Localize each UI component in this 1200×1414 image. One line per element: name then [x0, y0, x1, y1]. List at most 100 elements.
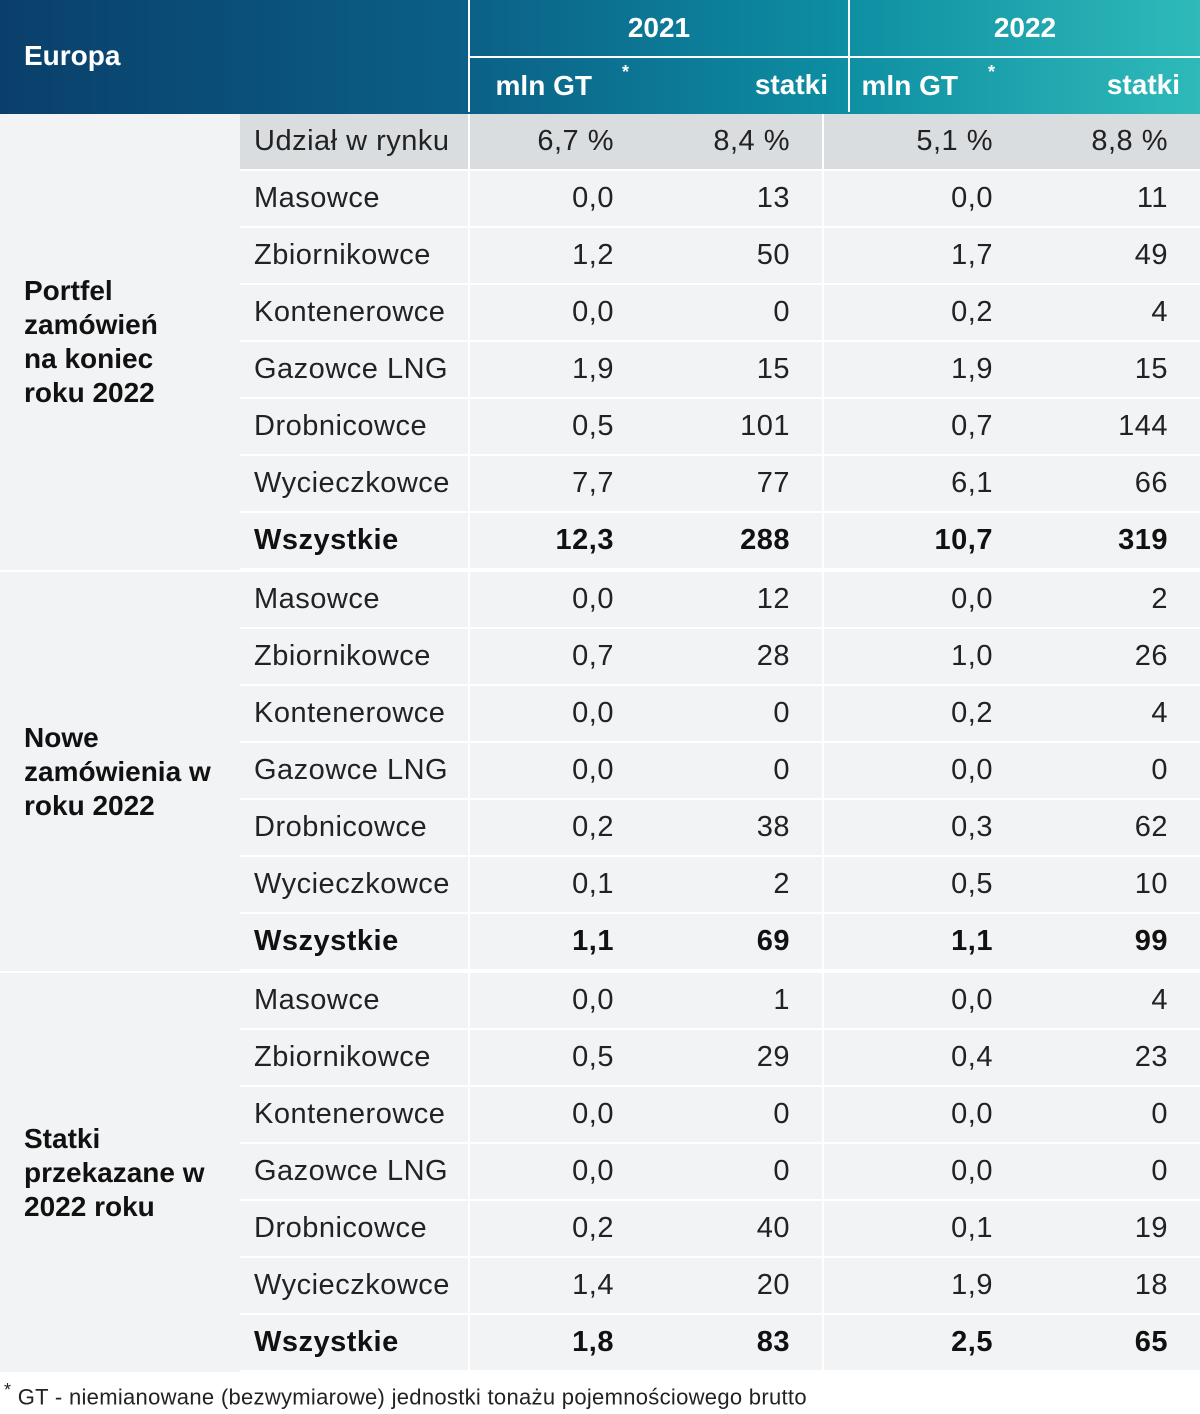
gt-2022-cell: 10,7: [824, 513, 1025, 568]
ships-2022-cell: 26: [1025, 629, 1200, 684]
row-label: Gazowce LNG: [240, 1144, 468, 1199]
column-divider: [468, 285, 470, 340]
table-row: Kontenerowce 0,0 0 0,2 4: [240, 686, 1200, 743]
market-share-row: Udział w rynku 6,7 % 8,4 % 5,1 % 8,8 %: [240, 114, 1200, 171]
ships-2021-cell: 8,4 %: [646, 114, 822, 169]
ships-2021-cell: 40: [646, 1201, 822, 1256]
column-divider: [468, 456, 470, 511]
row-label: Drobnicowce: [240, 1201, 468, 1256]
table-row: Kontenerowce 0,0 0 0,2 4: [240, 285, 1200, 342]
row-label: Wycieczkowce: [240, 857, 468, 912]
column-divider: [468, 914, 470, 969]
ships-2021-cell: 288: [646, 513, 822, 568]
section-label: Portfel zamówień na koniec roku 2022: [0, 114, 240, 570]
ships-2022-cell: 15: [1025, 342, 1200, 397]
gt-2022-cell: 0,1: [824, 1201, 1025, 1256]
column-divider: [468, 1315, 470, 1370]
total-row: Wszystkie 1,1 69 1,1 99: [240, 914, 1200, 971]
ships-2021-cell: 69: [646, 914, 822, 969]
column-divider: [468, 1144, 470, 1199]
table-header: Europa 2021 mln GT * statki 2022 mln GT * …: [0, 0, 1200, 114]
gt-2021-cell: 0,1: [470, 857, 646, 912]
table-row: Gazowce LNG 0,0 0 0,0 0: [240, 743, 1200, 800]
column-divider: [822, 456, 824, 511]
row-label: Zbiornikowce: [240, 1030, 468, 1085]
row-label: Zbiornikowce: [240, 228, 468, 283]
row-label: Wycieczkowce: [240, 456, 468, 511]
year-heading-2022: 2022: [993, 12, 1057, 43]
gt-2021-cell: 0,0: [470, 686, 646, 741]
col-gt-heading: mln GT *: [861, 62, 995, 101]
ships-2021-cell: 15: [646, 342, 822, 397]
table-row: Masowce 0,0 12 0,0 2: [240, 572, 1200, 629]
ships-2022-cell: 319: [1025, 513, 1200, 568]
table-row: Kontenerowce 0,0 0 0,0 0: [240, 1087, 1200, 1144]
gt-2021-cell: 0,0: [470, 572, 646, 627]
gt-2021-cell: 0,2: [470, 800, 646, 855]
column-divider: [822, 743, 824, 798]
header-divider: [848, 0, 850, 112]
gt-2022-cell: 1,7: [824, 228, 1025, 283]
row-label: Masowce: [240, 572, 468, 627]
gt-2021-cell: 7,7: [470, 456, 646, 511]
table-section: Statki przekazane w 2022 roku Masowce 0,0 1…: [0, 973, 1200, 1372]
section-label-text: Nowe zamówienia w roku 2022: [24, 721, 211, 821]
table-row: Drobnicowce 0,5 101 0,7 144: [240, 399, 1200, 456]
table-row: Drobnicowce 0,2 38 0,3 62: [240, 800, 1200, 857]
ships-2021-cell: 83: [646, 1315, 822, 1370]
section-divider: [0, 570, 1200, 572]
column-divider: [822, 228, 824, 283]
table-row: Wycieczkowce 1,4 20 1,9 18: [240, 1258, 1200, 1315]
column-divider: [468, 228, 470, 283]
row-label: Masowce: [240, 973, 468, 1028]
row-label: Masowce: [240, 171, 468, 226]
column-divider: [822, 572, 824, 627]
ships-2022-cell: 49: [1025, 228, 1200, 283]
column-divider: [822, 914, 824, 969]
row-label: Wycieczkowce: [240, 1258, 468, 1313]
table-row: Gazowce LNG 1,9 15 1,9 15: [240, 342, 1200, 399]
ships-2021-cell: 0: [646, 743, 822, 798]
gt-2022-cell: 1,9: [824, 1258, 1025, 1313]
section-rows: Udział w rynku 6,7 % 8,4 % 5,1 % 8,8 % Masowc…: [240, 114, 1200, 570]
gt-2021-cell: 1,2: [470, 228, 646, 283]
gt-2022-cell: 1,9: [824, 342, 1025, 397]
row-label: Kontenerowce: [240, 285, 468, 340]
table-row: Wycieczkowce 7,7 77 6,1 66: [240, 456, 1200, 513]
section-label: Statki przekazane w 2022 roku: [0, 973, 240, 1372]
gt-2022-cell: 0,0: [824, 572, 1025, 627]
column-divider: [822, 1087, 824, 1142]
col-gt-heading: mln GT *: [495, 62, 629, 101]
gt-2021-cell: 12,3: [470, 513, 646, 568]
ships-2021-cell: 77: [646, 456, 822, 511]
column-divider: [822, 399, 824, 454]
ships-2022-cell: 0: [1025, 743, 1200, 798]
gt-2022-cell: 0,0: [824, 171, 1025, 226]
row-label: Kontenerowce: [240, 686, 468, 741]
table-header-grid: Europa 2021 mln GT * statki 2022 mln GT * …: [0, 0, 1200, 114]
table-row: Wycieczkowce 0,1 2 0,5 10: [240, 857, 1200, 914]
gt-2021-cell: 6,7 %: [470, 114, 646, 169]
ships-2021-cell: 101: [646, 399, 822, 454]
ships-2021-cell: 0: [646, 686, 822, 741]
column-divider: [822, 285, 824, 340]
table-row: Zbiornikowce 1,2 50 1,7 49: [240, 228, 1200, 285]
gt-2021-cell: 0,2: [470, 1201, 646, 1256]
column-divider: [822, 114, 824, 169]
gt-2022-cell: 0,5: [824, 857, 1025, 912]
table-section: Nowe zamówienia w roku 2022 Masowce 0,0 12 0…: [0, 572, 1200, 971]
table-section: Portfel zamówień na koniec roku 2022 Udzi…: [0, 114, 1200, 570]
header-divider: [470, 56, 848, 58]
column-divider: [468, 800, 470, 855]
column-divider: [468, 342, 470, 397]
row-label: Udział w rynku: [240, 114, 468, 169]
table-row: Masowce 0,0 13 0,0 11: [240, 171, 1200, 228]
header-divider: [468, 0, 470, 112]
section-label: Nowe zamówienia w roku 2022: [0, 572, 240, 971]
column-divider: [468, 629, 470, 684]
column-divider: [822, 857, 824, 912]
gt-2021-cell: 0,5: [470, 399, 646, 454]
column-divider: [822, 1315, 824, 1370]
gt-2022-cell: 0,0: [824, 743, 1025, 798]
